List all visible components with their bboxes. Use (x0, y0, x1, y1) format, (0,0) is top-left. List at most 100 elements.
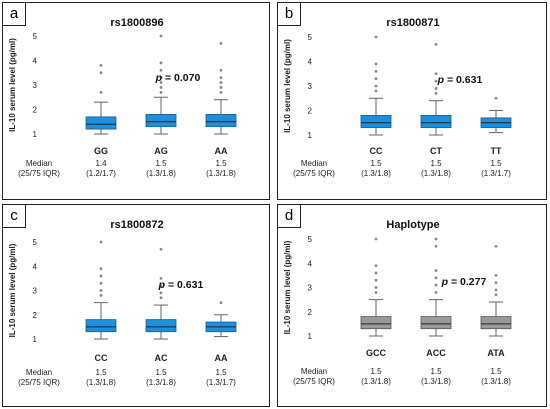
p-value-label: p = 0.277 (441, 276, 487, 288)
y-axis-label: IL-10 serum level (pg/ml) (8, 38, 17, 132)
outlier-point (434, 276, 438, 280)
iqr-header: (25/75 IQR) (293, 377, 335, 386)
iqr-value: (1.3/1.8) (361, 169, 391, 178)
panel-c: c rs1800872 1 2 3 4 5 IL-10 serum level (pg/ml… (2, 204, 270, 407)
panel-a: a rs1800896 1 2 3 4 5 IL-10 serum level (pg/ml… (2, 2, 270, 200)
outlier-point (434, 87, 438, 90)
outlier-point (159, 68, 163, 72)
outlier-point (494, 244, 498, 248)
outlier-point (159, 284, 163, 288)
y-tick-label: 5 (33, 32, 38, 41)
outlier-point (99, 71, 103, 75)
outlier-point (219, 81, 223, 84)
median-value: 1.5 (430, 367, 442, 376)
panel-d: d Haplotype 1 2 3 4 5 IL-10 serum level (pg/ml… (277, 204, 547, 407)
box (360, 316, 392, 330)
panel-label: b (277, 2, 301, 26)
outlier-point (374, 89, 378, 93)
outlier-point (434, 72, 438, 76)
outlier-point (99, 289, 103, 292)
y-tick-label: 4 (33, 57, 38, 66)
chart-title: Haplotype (386, 219, 439, 231)
category-label: ATA (487, 348, 505, 358)
y-tick-label: 2 (33, 311, 38, 320)
iqr-value: (1.3/1.8) (361, 377, 391, 386)
outlier-point (434, 42, 438, 46)
outlier-point (434, 91, 438, 95)
y-tick-label: 2 (308, 107, 313, 116)
chart-title: rs1800871 (386, 17, 439, 29)
outlier-point (434, 283, 438, 287)
box (360, 115, 392, 129)
median-value: 1.5 (95, 368, 107, 377)
category-label: TT (491, 146, 502, 156)
median-value: 1.4 (95, 159, 107, 168)
category-label: GG (94, 146, 108, 156)
panel-b: b rs1800871 1 2 3 4 5 IL-10 serum level (pg/ml… (277, 2, 547, 200)
boxplot-chart-d: Haplotype 1 2 3 4 5 IL-10 serum level (pg/ml) G… (283, 219, 512, 386)
box (85, 319, 117, 333)
iqr-value: (1.3/1.7) (481, 169, 511, 178)
iqr-value: (1.3/1.8) (206, 169, 236, 178)
outlier-point (159, 86, 163, 89)
outlier-point (159, 90, 163, 94)
outlier-point (159, 81, 163, 84)
outlier-point (219, 86, 223, 89)
outlier-point (159, 34, 163, 38)
median-header: Median (301, 367, 327, 376)
median-value: 1.5 (430, 159, 442, 168)
median-value: 1.5 (490, 367, 502, 376)
iqr-value: (1.3/1.8) (146, 169, 176, 178)
outlier-point (159, 291, 163, 295)
outlier-point (434, 244, 438, 248)
outlier-point (494, 281, 498, 285)
outlier-point (434, 79, 438, 83)
iqr-value: (1.3/1.8) (421, 169, 451, 178)
iqr-header: (25/75 IQR) (18, 169, 60, 178)
outlier-point (494, 273, 498, 277)
median-header: Median (301, 159, 327, 168)
outlier-point (219, 41, 223, 45)
y-tick-label: 1 (308, 131, 313, 140)
p-symbol: p (441, 276, 449, 288)
p-value-label: p = 0.631 (437, 74, 483, 86)
median-value: 1.5 (215, 159, 227, 168)
outlier-point (374, 278, 378, 282)
box (420, 316, 452, 330)
outlier-point (99, 64, 103, 67)
y-tick-label: 2 (308, 308, 313, 317)
y-tick-label: 4 (308, 259, 313, 268)
iqr-value: (1.3/1.8) (481, 377, 511, 386)
p-symbol: p (158, 279, 166, 291)
p-value: = 0.070 (162, 72, 200, 84)
outlier-point (494, 293, 498, 297)
iqr-header: (25/75 IQR) (18, 378, 60, 387)
median-value: 1.5 (155, 368, 167, 377)
iqr-value: (1.2/1.7) (86, 169, 116, 178)
median-header: Median (26, 159, 52, 168)
median-header: Median (26, 368, 52, 377)
outlier-point (374, 290, 378, 294)
outlier-point (374, 69, 378, 73)
outlier-point (219, 68, 223, 72)
y-tick-label: 2 (33, 106, 38, 115)
outlier-point (99, 281, 103, 285)
outlier-point (159, 247, 163, 251)
p-value: = 0.631 (444, 74, 482, 86)
p-value: = 0.277 (448, 276, 486, 288)
category-label: AG (154, 146, 168, 156)
outlier-point (99, 240, 103, 244)
outlier-point (219, 301, 223, 305)
y-tick-label: 1 (33, 335, 38, 344)
y-tick-label: 4 (33, 262, 38, 271)
p-symbol: p (437, 74, 445, 86)
outlier-point (434, 269, 438, 272)
outlier-point (434, 290, 438, 294)
category-label: AC (155, 353, 168, 363)
median-value: 1.5 (370, 367, 382, 376)
boxplot-chart-b: rs1800871 1 2 3 4 5 IL-10 serum level (pg/ml) C… (283, 17, 512, 178)
outlier-point (159, 296, 163, 300)
median-value: 1.5 (155, 159, 167, 168)
y-axis-label: IL-10 serum level (pg/ml) (283, 240, 292, 334)
y-tick-label: 5 (308, 33, 313, 42)
